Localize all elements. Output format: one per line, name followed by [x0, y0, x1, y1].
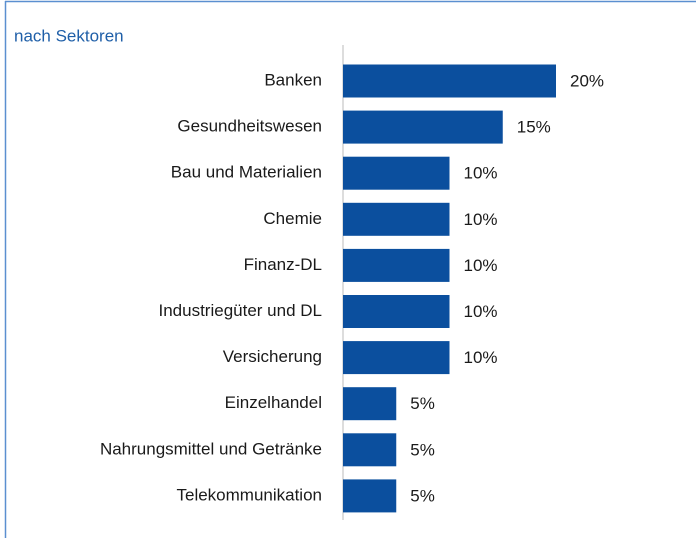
bar: [343, 248, 450, 282]
value-label: 5%: [410, 440, 435, 459]
category-label: Einzelhandel: [225, 393, 322, 412]
category-label: Bau und Materialien: [171, 163, 322, 182]
bar: [343, 156, 450, 190]
value-label: 10%: [464, 256, 498, 275]
bar: [343, 110, 503, 144]
category-label: Telekommunikation: [176, 485, 322, 504]
bar: [343, 64, 556, 98]
bar: [343, 202, 450, 236]
bar: [343, 479, 397, 513]
category-label: Nahrungsmittel und Getränke: [100, 439, 322, 458]
category-label: Banken: [264, 70, 322, 89]
value-label: 10%: [464, 210, 498, 229]
bar: [343, 341, 450, 375]
category-label: Gesundheitswesen: [177, 117, 322, 136]
bar: [343, 295, 450, 328]
category-label: Versicherung: [223, 347, 322, 366]
value-label: 5%: [410, 394, 435, 413]
category-label: Industriegüter und DL: [159, 301, 323, 320]
value-label: 10%: [464, 164, 498, 183]
chart-title: nach Sektoren: [14, 26, 124, 45]
value-label: 15%: [517, 118, 551, 137]
value-label: 5%: [410, 486, 435, 505]
value-label: 20%: [570, 71, 604, 90]
value-label: 10%: [464, 302, 498, 321]
bar: [343, 387, 397, 421]
category-label: Chemie: [263, 209, 322, 228]
value-label: 10%: [464, 348, 498, 367]
bar: [343, 433, 397, 467]
category-label: Finanz-DL: [244, 255, 322, 274]
